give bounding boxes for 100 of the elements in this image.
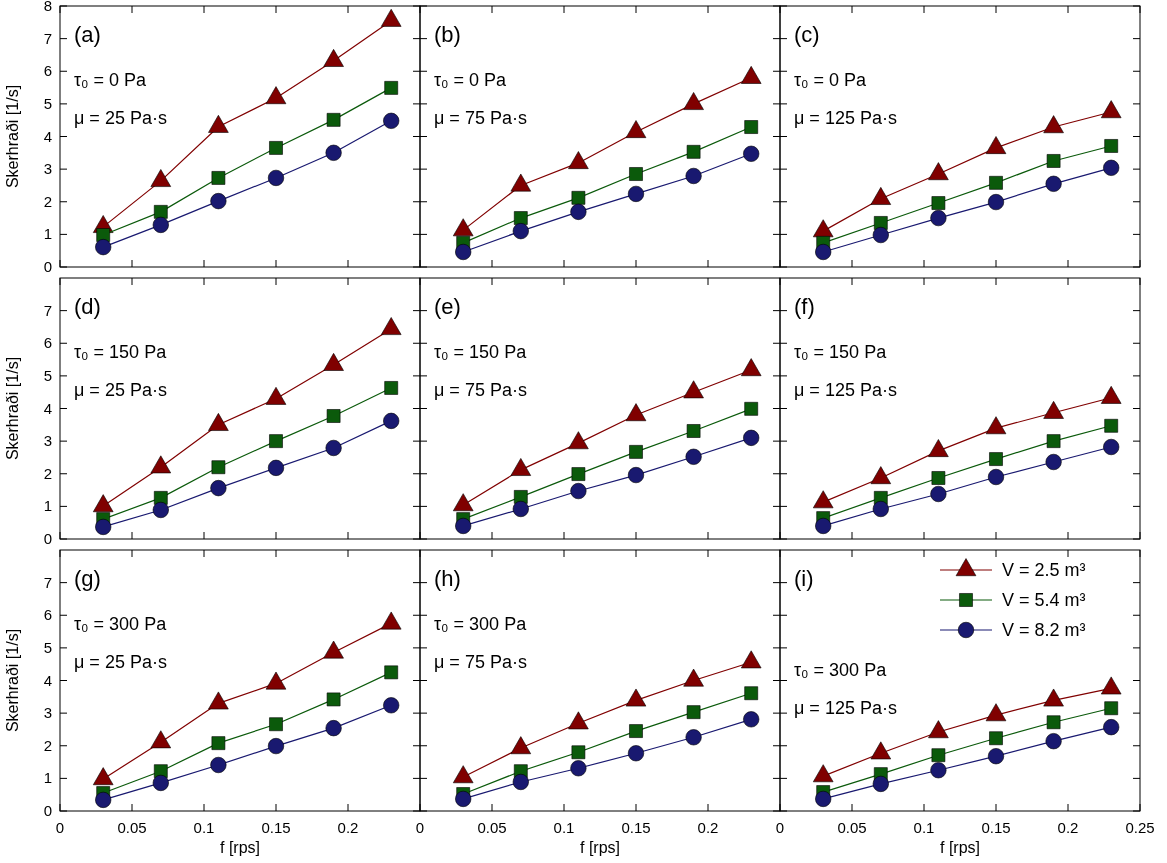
point bbox=[815, 790, 832, 807]
point bbox=[1104, 139, 1119, 153]
annotation: τ₀ = 150 Pa bbox=[794, 342, 888, 362]
y-tick-label: 2 bbox=[43, 464, 52, 482]
point bbox=[152, 501, 169, 519]
annotation: μ = 75 Pa·s bbox=[434, 380, 527, 400]
point bbox=[685, 729, 702, 746]
point bbox=[987, 748, 1005, 765]
point bbox=[326, 692, 341, 707]
point bbox=[625, 403, 647, 422]
point bbox=[323, 353, 344, 371]
point bbox=[211, 460, 226, 475]
point bbox=[152, 774, 169, 791]
annotation: μ = 25 Pa·s bbox=[74, 652, 167, 672]
annotation: (a) bbox=[74, 22, 101, 47]
annotation: (g) bbox=[74, 566, 101, 591]
point bbox=[568, 431, 589, 450]
point bbox=[744, 120, 759, 134]
point bbox=[740, 650, 762, 669]
point bbox=[269, 434, 283, 448]
annotation: τ₀ = 0 Pa bbox=[74, 70, 148, 90]
x-tick-label: 0.1 bbox=[193, 819, 215, 836]
legend-label: V = 2.5 m³ bbox=[1002, 560, 1086, 580]
annotation: μ = 125 Pa·s bbox=[794, 698, 897, 718]
point bbox=[743, 711, 760, 728]
point bbox=[380, 611, 402, 630]
point bbox=[380, 8, 402, 27]
point bbox=[989, 731, 1003, 746]
point bbox=[455, 243, 472, 261]
y-tick-label: 5 bbox=[43, 94, 52, 112]
annotation: (b) bbox=[434, 22, 461, 47]
point bbox=[455, 790, 472, 807]
point bbox=[987, 468, 1005, 486]
x-tick-label: 0.2 bbox=[697, 819, 719, 836]
point bbox=[326, 409, 341, 423]
x-tick-label: 0.1 bbox=[913, 819, 935, 836]
point bbox=[931, 196, 946, 210]
point bbox=[1100, 385, 1122, 404]
point bbox=[571, 191, 586, 205]
x-tick-label: 0.25 bbox=[1125, 819, 1155, 836]
point bbox=[1104, 418, 1119, 433]
point bbox=[208, 691, 229, 710]
annotation: μ = 75 Pa·s bbox=[434, 108, 527, 128]
point bbox=[265, 671, 287, 690]
point bbox=[325, 720, 342, 737]
point bbox=[629, 724, 643, 738]
point bbox=[210, 480, 227, 497]
point bbox=[985, 416, 1007, 435]
x-tick-label: 0.05 bbox=[837, 819, 867, 836]
annotation: τ₀ = 0 Pa bbox=[794, 70, 868, 90]
y-tick-label: 3 bbox=[43, 432, 52, 450]
point bbox=[571, 467, 586, 481]
x-tick-label: 0 bbox=[415, 819, 425, 836]
annotation: τ₀ = 150 Pa bbox=[74, 342, 168, 362]
point bbox=[928, 162, 949, 181]
point bbox=[685, 167, 702, 185]
point bbox=[1045, 175, 1062, 192]
point bbox=[930, 210, 947, 227]
point bbox=[815, 517, 832, 535]
point bbox=[455, 517, 472, 535]
point bbox=[930, 485, 947, 503]
y-tick-label: 8 bbox=[43, 0, 52, 14]
point bbox=[1103, 159, 1120, 176]
point bbox=[627, 466, 645, 484]
x-tick-label: 0.05 bbox=[117, 819, 147, 836]
point bbox=[931, 748, 946, 763]
point bbox=[1103, 719, 1120, 736]
point bbox=[1046, 715, 1061, 730]
annotation: μ = 25 Pa·s bbox=[74, 108, 167, 128]
y-tick-label: 4 bbox=[43, 399, 52, 417]
y-tick-label: 1 bbox=[43, 497, 52, 515]
y-tick-label: 2 bbox=[43, 736, 52, 754]
y-axis-title: Skerhraði [1/s] bbox=[4, 356, 21, 461]
point bbox=[512, 773, 529, 791]
point bbox=[1043, 115, 1064, 134]
point bbox=[267, 169, 285, 186]
y-axis-title: Skerhraði [1/s] bbox=[4, 628, 21, 733]
point bbox=[210, 193, 227, 210]
point bbox=[571, 745, 586, 760]
point bbox=[1046, 154, 1061, 168]
point bbox=[629, 167, 643, 181]
annotation: μ = 125 Pa·s bbox=[794, 108, 897, 128]
annotation: (c) bbox=[794, 22, 820, 47]
point bbox=[513, 211, 528, 225]
y-tick-label: 7 bbox=[43, 29, 52, 47]
point bbox=[265, 386, 287, 405]
y-tick-label: 5 bbox=[43, 638, 52, 656]
annotation: μ = 125 Pa·s bbox=[794, 380, 897, 400]
x-tick-label: 0 bbox=[55, 819, 65, 836]
y-tick-label: 0 bbox=[43, 530, 52, 547]
point bbox=[267, 459, 285, 476]
point bbox=[627, 745, 645, 762]
point bbox=[989, 452, 1003, 466]
point bbox=[744, 686, 759, 701]
point bbox=[683, 92, 704, 110]
annotation: (f) bbox=[794, 294, 815, 319]
point bbox=[743, 429, 760, 446]
point bbox=[95, 518, 112, 535]
y-tick-label: 0 bbox=[43, 802, 52, 819]
point bbox=[570, 482, 587, 500]
